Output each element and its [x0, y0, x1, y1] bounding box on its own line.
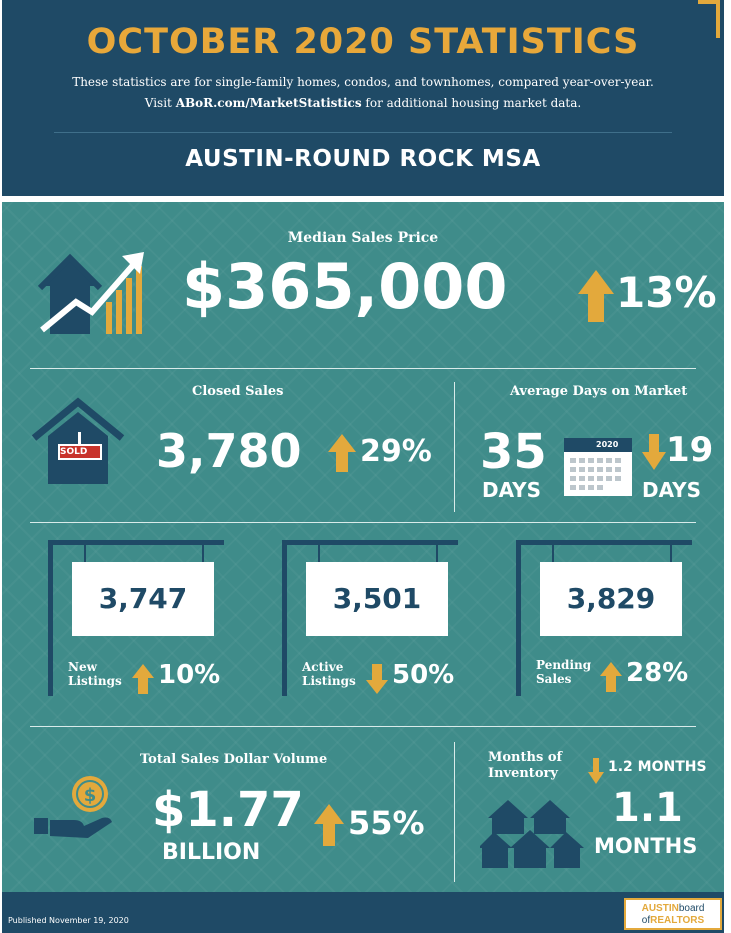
subtitle-suffix: for additional housing market data.	[361, 96, 582, 110]
svg-text:$: $	[84, 785, 97, 806]
pending-sales-label-line1: Pending	[536, 658, 592, 672]
new-listings-label-line1: New	[68, 660, 97, 674]
subtitle-line-1: These statistics are for single-family h…	[72, 75, 654, 89]
money-hand-icon: $	[34, 776, 112, 838]
subtitle: These statistics are for single-family h…	[2, 72, 724, 114]
sign-arm-pending	[516, 540, 692, 545]
days-on-market-label: Average Days on Market	[510, 384, 688, 399]
calendar-icon	[564, 438, 632, 496]
dollar-volume-change: 55%	[348, 804, 425, 842]
house-growth-icon	[38, 252, 144, 334]
new-listings-change: 10%	[158, 660, 221, 690]
sign-post-pending	[516, 540, 521, 696]
calendar-year: 2020	[596, 440, 619, 449]
logo-line-1: AUSTINboard	[626, 903, 720, 915]
active-listings-label: Active Listings	[302, 660, 356, 688]
houses-icon	[480, 800, 584, 868]
sign-chain-new-left	[84, 545, 86, 563]
section-divider-3	[30, 726, 696, 727]
austin-board-of-realtors-logo[interactable]: AUSTINboard ofREALTORS	[624, 898, 722, 930]
section-divider-2	[30, 522, 696, 523]
pending-sales-up-arrow-icon	[600, 662, 622, 692]
days-on-market-value: 35	[480, 424, 547, 480]
subtitle-prefix: Visit	[144, 96, 176, 110]
section-divider-vertical-2	[454, 742, 455, 882]
sign-arm-active	[282, 540, 458, 545]
header-divider	[54, 132, 672, 133]
sign-chain-pending-left	[552, 545, 554, 563]
statistics-panel: Median Sales Price $365,000 13% Closed S…	[2, 202, 724, 892]
closed-sales-change: 29%	[360, 434, 432, 469]
inventory-down-arrow-icon	[588, 758, 604, 784]
header-banner: OCTOBER 2020 STATISTICS These statistics…	[2, 0, 724, 196]
inventory-label-line2: Inventory	[488, 766, 558, 781]
median-price-label: Median Sales Price	[287, 230, 439, 246]
new-listings-label-line2: Listings	[68, 674, 122, 688]
median-price-up-arrow-icon	[578, 270, 614, 322]
sign-arm-new	[48, 540, 224, 545]
active-listings-label-line1: Active	[302, 660, 344, 674]
sign-chain-new-right	[202, 545, 204, 563]
median-price-change: 13%	[616, 268, 717, 317]
logo-text-austin: AUSTIN	[641, 903, 679, 914]
days-change-value: 19	[666, 430, 714, 470]
new-listings-value: 3,747	[72, 562, 214, 636]
dollar-volume-unit: BILLION	[162, 840, 261, 865]
active-listings-label-line2: Listings	[302, 674, 356, 688]
published-date: Published November 19, 2020	[8, 916, 129, 925]
logo-text-realtors: REALTORS	[650, 915, 705, 926]
active-listings-down-arrow-icon	[366, 664, 388, 694]
page-title: OCTOBER 2020 STATISTICS	[86, 22, 640, 62]
section-divider-1	[30, 368, 696, 369]
dollar-volume-up-arrow-icon	[314, 804, 344, 846]
sign-chain-active-right	[436, 545, 438, 563]
inventory-label: Months of Inventory	[488, 750, 562, 782]
sold-house-icon	[32, 397, 125, 484]
pending-sales-value: 3,829	[540, 562, 682, 636]
sign-chain-active-left	[318, 545, 320, 563]
footer: Published November 19, 2020 AUSTINboard …	[2, 892, 724, 933]
logo-line-2: ofREALTORS	[626, 915, 720, 927]
closed-sales-label: Closed Sales	[192, 384, 284, 399]
new-listings-up-arrow-icon	[132, 664, 154, 694]
pending-sales-label-line2: Sales	[536, 672, 572, 686]
subtitle-line-2: Visit ABoR.com/MarketStatistics for addi…	[2, 93, 724, 114]
active-listings-change: 50%	[392, 660, 455, 690]
dollar-volume-label: Total Sales Dollar Volume	[140, 752, 328, 767]
corner-accent	[698, 0, 720, 38]
sign-post-new	[48, 540, 53, 696]
sold-sign-text: SOLD	[60, 447, 88, 457]
pending-sales-change: 28%	[626, 658, 689, 688]
dollar-volume-value: $1.77	[152, 782, 304, 838]
inventory-label-line1: Months of	[488, 750, 563, 765]
sign-post-active	[282, 540, 287, 696]
inventory-value: 1.1	[612, 785, 683, 831]
logo-text-board: board	[678, 903, 705, 914]
inventory-unit: MONTHS	[594, 834, 698, 858]
logo-text-of: of	[641, 915, 651, 926]
closed-sales-value: 3,780	[156, 424, 302, 478]
pending-sales-label: Pending Sales	[536, 658, 591, 686]
days-down-arrow-icon	[642, 434, 666, 470]
inventory-change: 1.2 MONTHS	[608, 759, 707, 775]
days-on-market-unit: DAYS	[482, 478, 542, 502]
median-price-value: $365,000	[182, 250, 508, 323]
new-listings-label: New Listings	[68, 660, 122, 688]
closed-sales-up-arrow-icon	[328, 434, 356, 472]
section-divider-vertical-1	[454, 382, 455, 512]
region-title: AUSTIN-ROUND ROCK MSA	[185, 146, 541, 172]
days-change-unit: DAYS	[642, 478, 702, 502]
sign-chain-pending-right	[670, 545, 672, 563]
market-statistics-link[interactable]: ABoR.com/MarketStatistics	[175, 96, 362, 110]
active-listings-value: 3,501	[306, 562, 448, 636]
